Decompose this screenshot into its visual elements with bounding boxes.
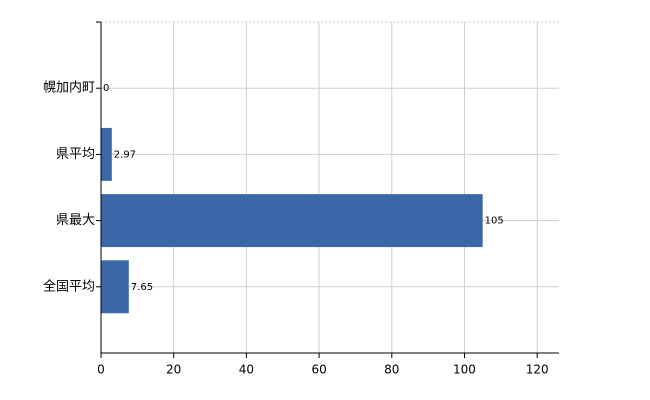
y-tick-label: 県最大 xyxy=(56,213,95,228)
y-tick-label: 幌加内町 xyxy=(43,80,95,96)
value-label: 0 xyxy=(103,83,109,94)
x-tick-label: 60 xyxy=(311,363,326,377)
y-tick-label: 県平均 xyxy=(56,147,95,162)
x-tick-label: 100 xyxy=(453,363,476,377)
bar xyxy=(101,127,112,181)
value-label: 2.97 xyxy=(114,149,136,160)
bar xyxy=(101,194,483,248)
x-tick-label: 20 xyxy=(166,363,181,377)
x-tick-label: 80 xyxy=(384,363,399,377)
x-tick-label: 120 xyxy=(526,363,549,377)
x-tick-label: 40 xyxy=(239,363,254,377)
value-label: 105 xyxy=(485,216,504,227)
x-tick-label: 0 xyxy=(97,363,105,377)
y-tick-label: 全国平均 xyxy=(43,278,95,294)
bar xyxy=(101,260,129,314)
value-label: 7.65 xyxy=(131,282,153,293)
